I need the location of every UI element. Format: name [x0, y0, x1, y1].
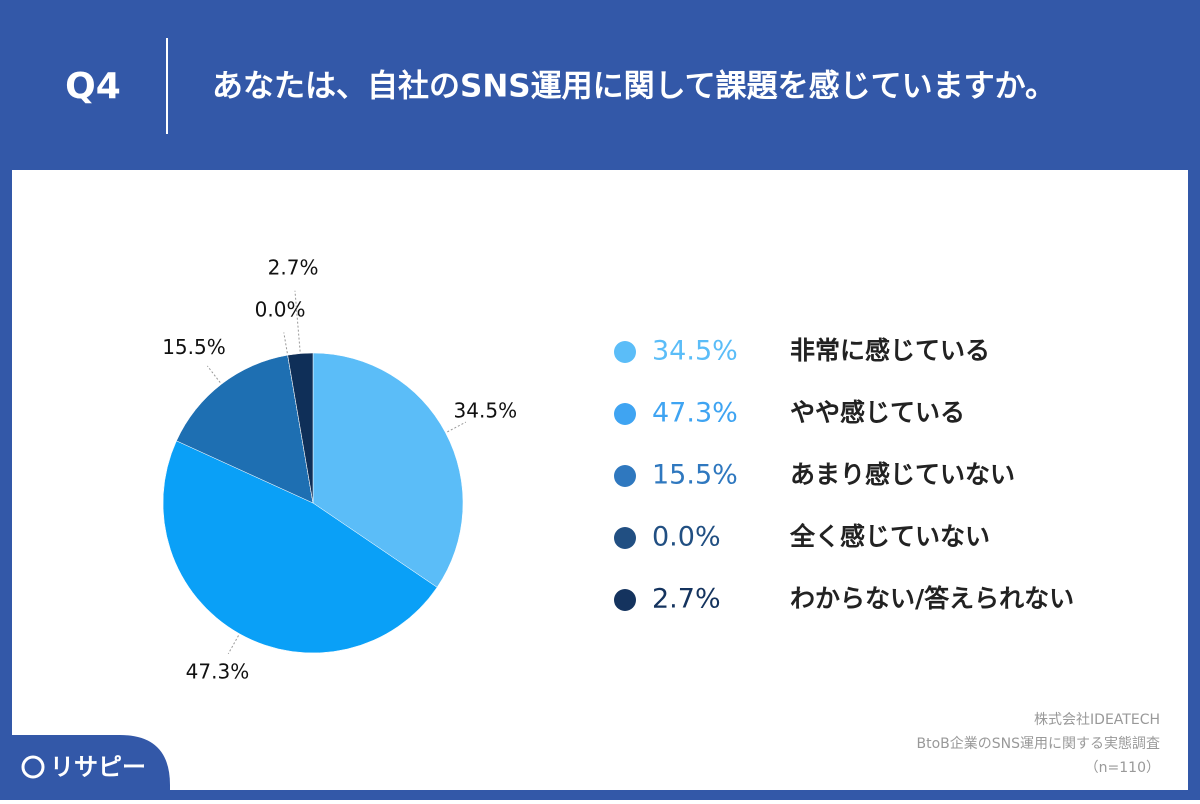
legend-label: 非常に感じている: [790, 336, 990, 365]
pie-slice: [287, 352, 314, 504]
legend-label: 全く感じていない: [789, 522, 990, 551]
question-number: Q4: [65, 66, 121, 107]
legend-marker: [614, 465, 636, 487]
legend-value: 0.0%: [652, 522, 721, 553]
brand: リサピー: [50, 753, 146, 781]
source: BtoB企業のSNS運用に関する実態調査: [916, 735, 1160, 752]
legend-label: やや感じている: [790, 398, 965, 427]
legend-value: 47.3%: [652, 398, 738, 429]
brand-icon: [21, 755, 45, 779]
chart-title: あなたは、自社のSNS運用に関して課題を感じていますか。: [212, 69, 1056, 105]
legend-label: あまり感じていない: [790, 460, 1015, 489]
pie-slice: [162, 440, 438, 654]
legend-value: 2.7%: [652, 584, 721, 615]
legend-value: 15.5%: [652, 460, 738, 491]
pie-slice: [312, 352, 464, 588]
leader-line: [447, 421, 467, 433]
data-label: 0.0%: [255, 297, 306, 321]
leader-line: [283, 332, 288, 354]
source: 株式会社IDEATECH: [1034, 712, 1160, 728]
legend-label: わからない/答えられない: [790, 584, 1074, 613]
data-label: 47.3%: [186, 659, 250, 683]
leader-line: [227, 635, 239, 655]
data-label: 34.5%: [454, 398, 518, 422]
legend-value: 34.5%: [652, 336, 738, 367]
legend-marker: [614, 341, 636, 363]
leader-line: [207, 365, 221, 383]
data-label: 15.5%: [162, 335, 226, 359]
data-label: 2.7%: [268, 255, 319, 279]
source: （n=110）: [1085, 760, 1160, 776]
legend-marker: [614, 589, 636, 611]
legend-marker: [614, 527, 636, 549]
pie-slice: [176, 354, 314, 504]
brand-badge: [0, 735, 170, 800]
legend-marker: [614, 403, 636, 425]
